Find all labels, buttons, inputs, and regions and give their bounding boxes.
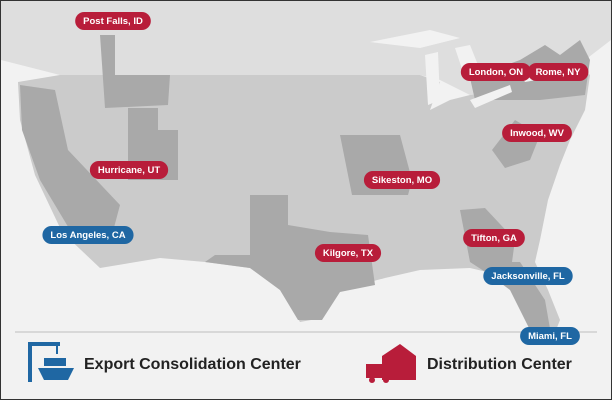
location-label: Jacksonville, FL bbox=[491, 271, 565, 282]
location-pill bbox=[502, 124, 572, 142]
legend-label: Export Consolidation Center bbox=[84, 356, 301, 373]
location-label: London, ON bbox=[469, 67, 523, 78]
location-label: Los Angeles, CA bbox=[50, 230, 125, 241]
location-pill bbox=[89, 161, 169, 179]
california bbox=[20, 85, 120, 235]
location-pill bbox=[520, 327, 580, 345]
location-pill bbox=[483, 267, 573, 285]
location-label: Rome, NY bbox=[536, 67, 582, 78]
texas bbox=[205, 195, 375, 320]
location-pill bbox=[527, 63, 589, 81]
location-pill bbox=[463, 229, 525, 247]
export-icon bbox=[28, 342, 74, 382]
canada bbox=[1, 1, 611, 95]
location-label: Tifton, GA bbox=[471, 233, 517, 244]
location-label: Sikeston, MO bbox=[372, 175, 432, 186]
location-pill bbox=[314, 244, 382, 262]
location-label: Hurricane, UT bbox=[98, 165, 160, 176]
location-label: Kilgore, TX bbox=[323, 248, 374, 259]
distribution-icon bbox=[366, 344, 416, 383]
location-pill bbox=[460, 63, 532, 81]
location-pill bbox=[363, 171, 441, 189]
location-pill bbox=[75, 12, 151, 30]
legend-label: Distribution Center bbox=[427, 356, 572, 373]
location-label: Inwood, WV bbox=[510, 128, 564, 139]
location-pill bbox=[42, 226, 134, 244]
location-label: Post Falls, ID bbox=[83, 16, 143, 27]
idaho bbox=[100, 35, 170, 108]
location-label: Miami, FL bbox=[528, 331, 572, 342]
